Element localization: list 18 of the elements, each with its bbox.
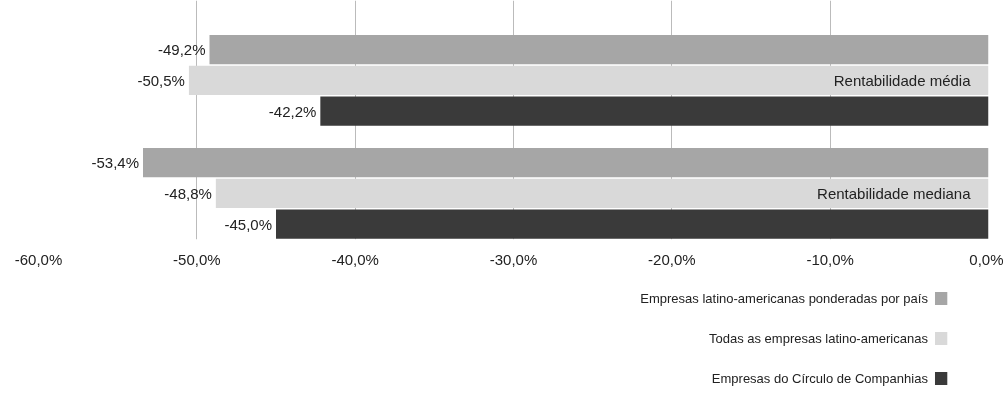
data-label: -42,2% [268, 102, 317, 120]
data-label: -53,4% [91, 154, 139, 172]
x-tick-label: -20,0% [648, 250, 696, 268]
x-tick-label: -10,0% [806, 250, 854, 268]
legend-label: Empresas latino-americanas ponderadas por país [640, 291, 929, 306]
x-tick-label: -60,0% [14, 250, 63, 268]
x-tick-label: -40,0% [331, 250, 379, 268]
y-tick-label: Rentabilidade média [833, 71, 972, 89]
data-label: -48,8% [164, 184, 212, 202]
data-label: -50,5% [137, 71, 185, 89]
x-tick-label: -30,0% [489, 250, 538, 268]
legend-label: Empresas do Círculo de Companhias [711, 371, 929, 386]
legend-label: Todas as empresas latino-americanas [708, 331, 929, 346]
data-label: -45,0% [224, 215, 272, 233]
x-tick-label: 0,0% [969, 250, 1003, 268]
x-tick-label: -50,0% [173, 250, 221, 268]
y-tick-label: Rentabilidade mediana [817, 184, 972, 202]
data-label: -49,2% [157, 41, 206, 59]
